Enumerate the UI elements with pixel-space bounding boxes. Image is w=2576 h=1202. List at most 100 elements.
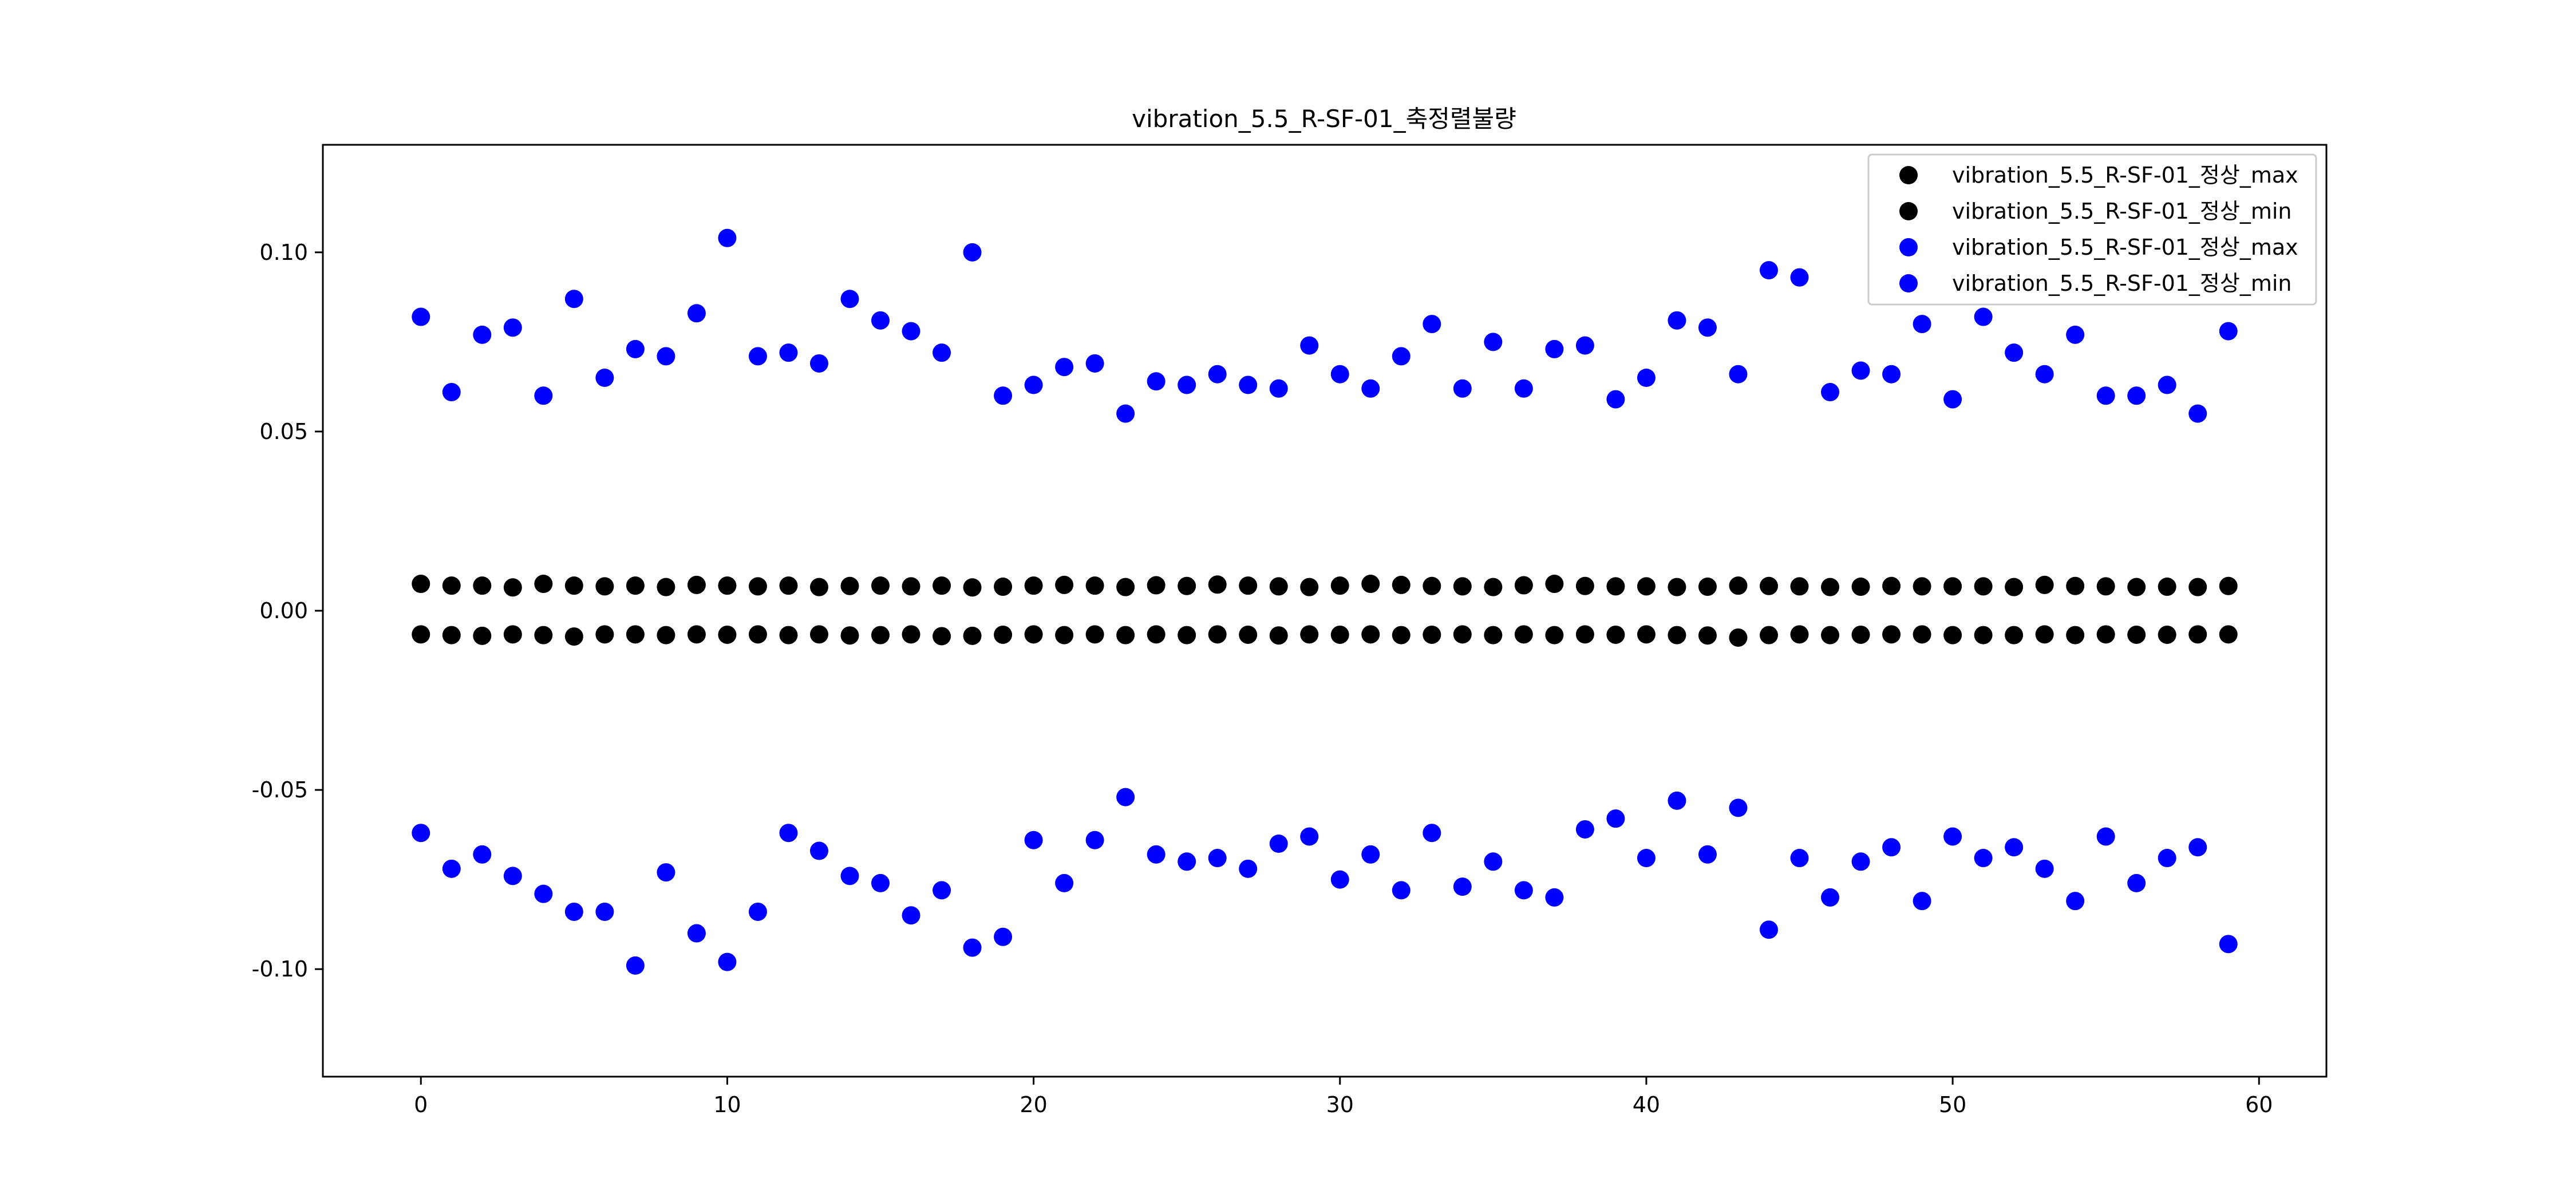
data-point xyxy=(1300,336,1319,355)
data-point xyxy=(1361,845,1380,864)
legend-label: vibration_5.5_R-SF-01_정상_max xyxy=(1952,235,2298,260)
data-point xyxy=(2219,322,2238,341)
data-point xyxy=(503,625,522,644)
data-point xyxy=(933,881,951,900)
x-tick-label: 10 xyxy=(713,1092,741,1117)
data-point xyxy=(779,626,798,645)
data-point xyxy=(1392,626,1411,645)
data-point xyxy=(1575,576,1594,595)
data-point xyxy=(1698,845,1717,864)
data-point xyxy=(1882,576,1901,595)
x-tick-label: 50 xyxy=(1939,1092,1966,1117)
data-point xyxy=(1545,339,1564,358)
data-point xyxy=(1606,390,1625,409)
data-point xyxy=(564,576,583,595)
data-point xyxy=(748,347,767,366)
x-tick-label: 40 xyxy=(1633,1092,1660,1117)
data-point xyxy=(687,575,706,594)
data-point xyxy=(503,318,522,337)
data-point xyxy=(657,347,675,366)
data-point xyxy=(1668,791,1686,810)
data-point xyxy=(687,924,706,943)
data-point xyxy=(1974,626,1993,645)
data-point xyxy=(1821,578,1840,596)
data-point xyxy=(779,824,798,843)
data-point xyxy=(1147,845,1165,864)
data-point xyxy=(1974,849,1993,868)
data-point xyxy=(718,952,737,971)
data-point xyxy=(1514,881,1533,900)
data-point xyxy=(840,626,859,645)
data-point xyxy=(2005,343,2024,362)
data-point xyxy=(2127,578,2146,596)
data-point xyxy=(809,354,828,373)
data-point xyxy=(1361,575,1380,594)
data-point xyxy=(809,841,828,860)
data-point xyxy=(1484,333,1503,351)
data-point xyxy=(994,625,1013,644)
data-point xyxy=(1208,575,1227,594)
data-point xyxy=(2219,576,2238,595)
data-point xyxy=(1484,852,1503,871)
data-point xyxy=(1085,354,1104,373)
data-point xyxy=(2188,404,2207,423)
data-point xyxy=(2005,838,2024,857)
data-point xyxy=(1116,626,1135,645)
data-point xyxy=(1269,379,1288,398)
legend: vibration_5.5_R-SF-01_정상_max vibration_5.… xyxy=(1867,153,2317,306)
data-point xyxy=(718,625,737,644)
data-point xyxy=(871,626,890,645)
data-point xyxy=(963,243,982,262)
data-point xyxy=(1330,576,1349,595)
data-point xyxy=(657,578,675,596)
data-point xyxy=(748,577,767,596)
data-point xyxy=(412,575,430,594)
data-point xyxy=(1453,877,1472,896)
data-point xyxy=(1668,626,1686,645)
data-point xyxy=(442,626,461,645)
legend-label: vibration_5.5_R-SF-01_정상_max xyxy=(1952,163,2298,188)
data-point xyxy=(1668,311,1686,330)
data-point xyxy=(595,369,614,387)
data-point xyxy=(902,577,920,596)
data-point xyxy=(2096,386,2115,405)
x-tick-label: 20 xyxy=(1020,1092,1047,1117)
data-point xyxy=(2188,625,2207,644)
data-point xyxy=(1698,578,1717,596)
data-point xyxy=(595,577,614,596)
data-point xyxy=(534,575,553,594)
data-point xyxy=(1759,920,1778,939)
data-point xyxy=(412,824,430,843)
data-point xyxy=(809,578,828,596)
data-point xyxy=(2035,625,2054,644)
data-point xyxy=(2127,625,2146,644)
data-point xyxy=(626,625,645,644)
data-point xyxy=(1545,575,1564,594)
data-point xyxy=(933,576,951,595)
data-point xyxy=(1453,577,1472,596)
data-point xyxy=(1575,336,1594,355)
legend-box xyxy=(1867,153,2317,306)
data-point xyxy=(871,311,890,330)
data-point xyxy=(2035,365,2054,383)
data-point xyxy=(1759,576,1778,595)
legend-marker xyxy=(1899,166,1918,184)
data-point xyxy=(1913,577,1931,596)
data-point xyxy=(2188,578,2207,596)
data-point xyxy=(840,576,859,595)
data-point xyxy=(1759,261,1778,280)
data-point xyxy=(1729,365,1748,383)
data-point xyxy=(1882,838,1901,857)
data-point xyxy=(1913,315,1931,334)
data-point xyxy=(963,626,982,645)
data-point xyxy=(994,578,1013,596)
data-point xyxy=(1392,881,1411,900)
chart-title: vibration_5.5_R-SF-01_축정렬불량 xyxy=(1132,105,1516,133)
x-tick-label: 60 xyxy=(2245,1092,2273,1117)
data-point xyxy=(2127,386,2146,405)
data-point xyxy=(1729,628,1748,647)
data-point xyxy=(473,325,492,344)
data-point xyxy=(748,902,767,921)
data-point xyxy=(1790,268,1809,287)
data-point xyxy=(534,386,553,405)
